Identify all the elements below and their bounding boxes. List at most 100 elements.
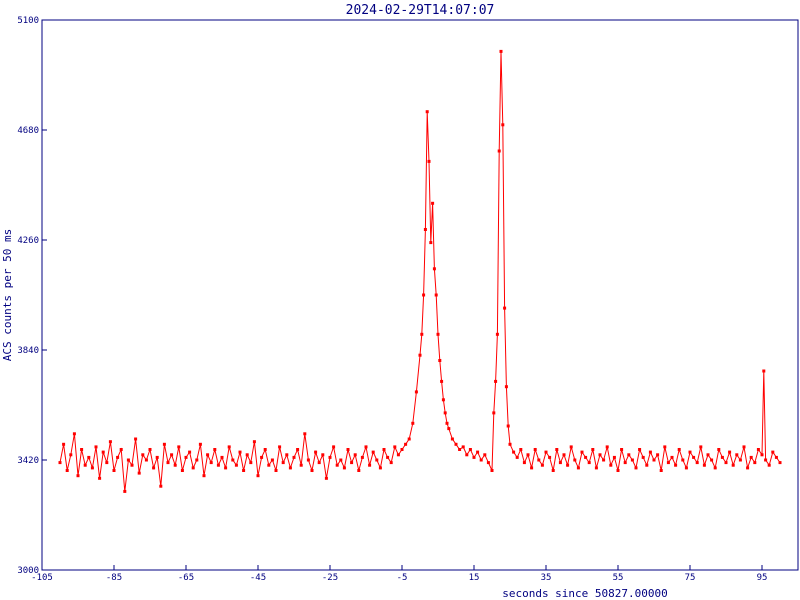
data-point (368, 463, 372, 467)
data-point (396, 453, 400, 457)
data-point (663, 445, 667, 449)
data-point (407, 437, 411, 441)
data-point (360, 455, 364, 459)
y-tick-label: 3000 (17, 566, 39, 576)
data-point (400, 448, 404, 451)
chart-title: 2024-02-29T14:07:07 (346, 3, 495, 18)
data-point (492, 411, 496, 415)
data-point (152, 466, 156, 470)
data-point (116, 455, 120, 459)
data-point (656, 453, 660, 457)
data-point (364, 445, 368, 449)
data-point (440, 379, 444, 383)
data-point (562, 453, 566, 457)
data-point (72, 432, 76, 436)
data-point (198, 442, 202, 446)
data-point (231, 458, 235, 462)
data-point (108, 440, 112, 444)
y-tick-label: 4260 (17, 236, 39, 246)
data-point (346, 448, 350, 451)
data-point (648, 450, 652, 454)
data-point (760, 453, 764, 457)
data-point (468, 448, 472, 451)
data-point (756, 448, 760, 451)
data-point (598, 453, 602, 457)
y-axis: 3000 3420 3840 4260 4680 5100 (17, 16, 47, 576)
data-point (162, 442, 166, 446)
data-point (431, 201, 435, 205)
data-point (180, 469, 184, 472)
data-point (753, 461, 757, 465)
data-point (321, 453, 325, 457)
data-point (771, 450, 775, 454)
data-point (731, 463, 735, 467)
data-point (479, 458, 483, 462)
data-point (501, 123, 505, 127)
data-point (605, 445, 609, 449)
x-tick-label: -5 (397, 573, 408, 583)
data-point (281, 461, 285, 465)
data-point (774, 455, 778, 459)
x-tick-label: 35 (541, 573, 552, 583)
data-point (382, 448, 386, 451)
data-point (609, 463, 613, 467)
data-point (706, 453, 710, 457)
data-point (375, 458, 379, 462)
data-point (270, 458, 274, 462)
data-point (573, 458, 577, 462)
series-layer (58, 49, 782, 493)
y-tick-label: 3420 (17, 456, 39, 466)
data-point (612, 455, 616, 459)
data-point (227, 445, 231, 449)
data-point (429, 241, 433, 245)
data-point (166, 461, 170, 465)
data-point (548, 455, 552, 459)
data-point (411, 421, 415, 425)
data-point (256, 474, 260, 478)
data-point (778, 461, 782, 465)
data-point (591, 448, 595, 451)
data-point (357, 469, 361, 472)
data-point (490, 469, 494, 472)
data-point (533, 448, 537, 451)
plot-frame (41, 19, 799, 571)
data-point (659, 469, 663, 472)
data-point (620, 448, 624, 451)
data-point (393, 445, 397, 449)
data-point (267, 463, 271, 467)
data-point (285, 453, 289, 457)
data-point (767, 463, 771, 467)
data-point (677, 448, 681, 451)
data-point (274, 469, 278, 472)
data-point (602, 458, 606, 462)
data-point (324, 476, 328, 480)
data-point (537, 458, 541, 462)
data-point (339, 458, 343, 462)
data-point (445, 421, 449, 425)
data-point (441, 398, 445, 402)
data-point (371, 450, 375, 454)
x-tick-label: -25 (322, 573, 338, 583)
data-point (495, 332, 499, 336)
data-point (447, 427, 451, 431)
data-point (418, 353, 422, 357)
data-point (465, 453, 469, 457)
data-point (472, 455, 476, 459)
data-point (80, 448, 84, 451)
data-point (436, 332, 440, 336)
data-point (306, 458, 310, 462)
data-point (328, 455, 332, 459)
data-point (670, 455, 674, 459)
data-point (762, 369, 766, 373)
data-point (137, 471, 141, 475)
data-point (303, 432, 307, 436)
data-point (335, 463, 339, 467)
data-point (580, 450, 584, 454)
data-point (522, 461, 526, 465)
data-point (645, 463, 649, 467)
data-point (83, 463, 87, 467)
data-point (710, 458, 714, 462)
data-point (504, 385, 508, 389)
data-point (508, 442, 512, 446)
data-point (220, 455, 224, 459)
